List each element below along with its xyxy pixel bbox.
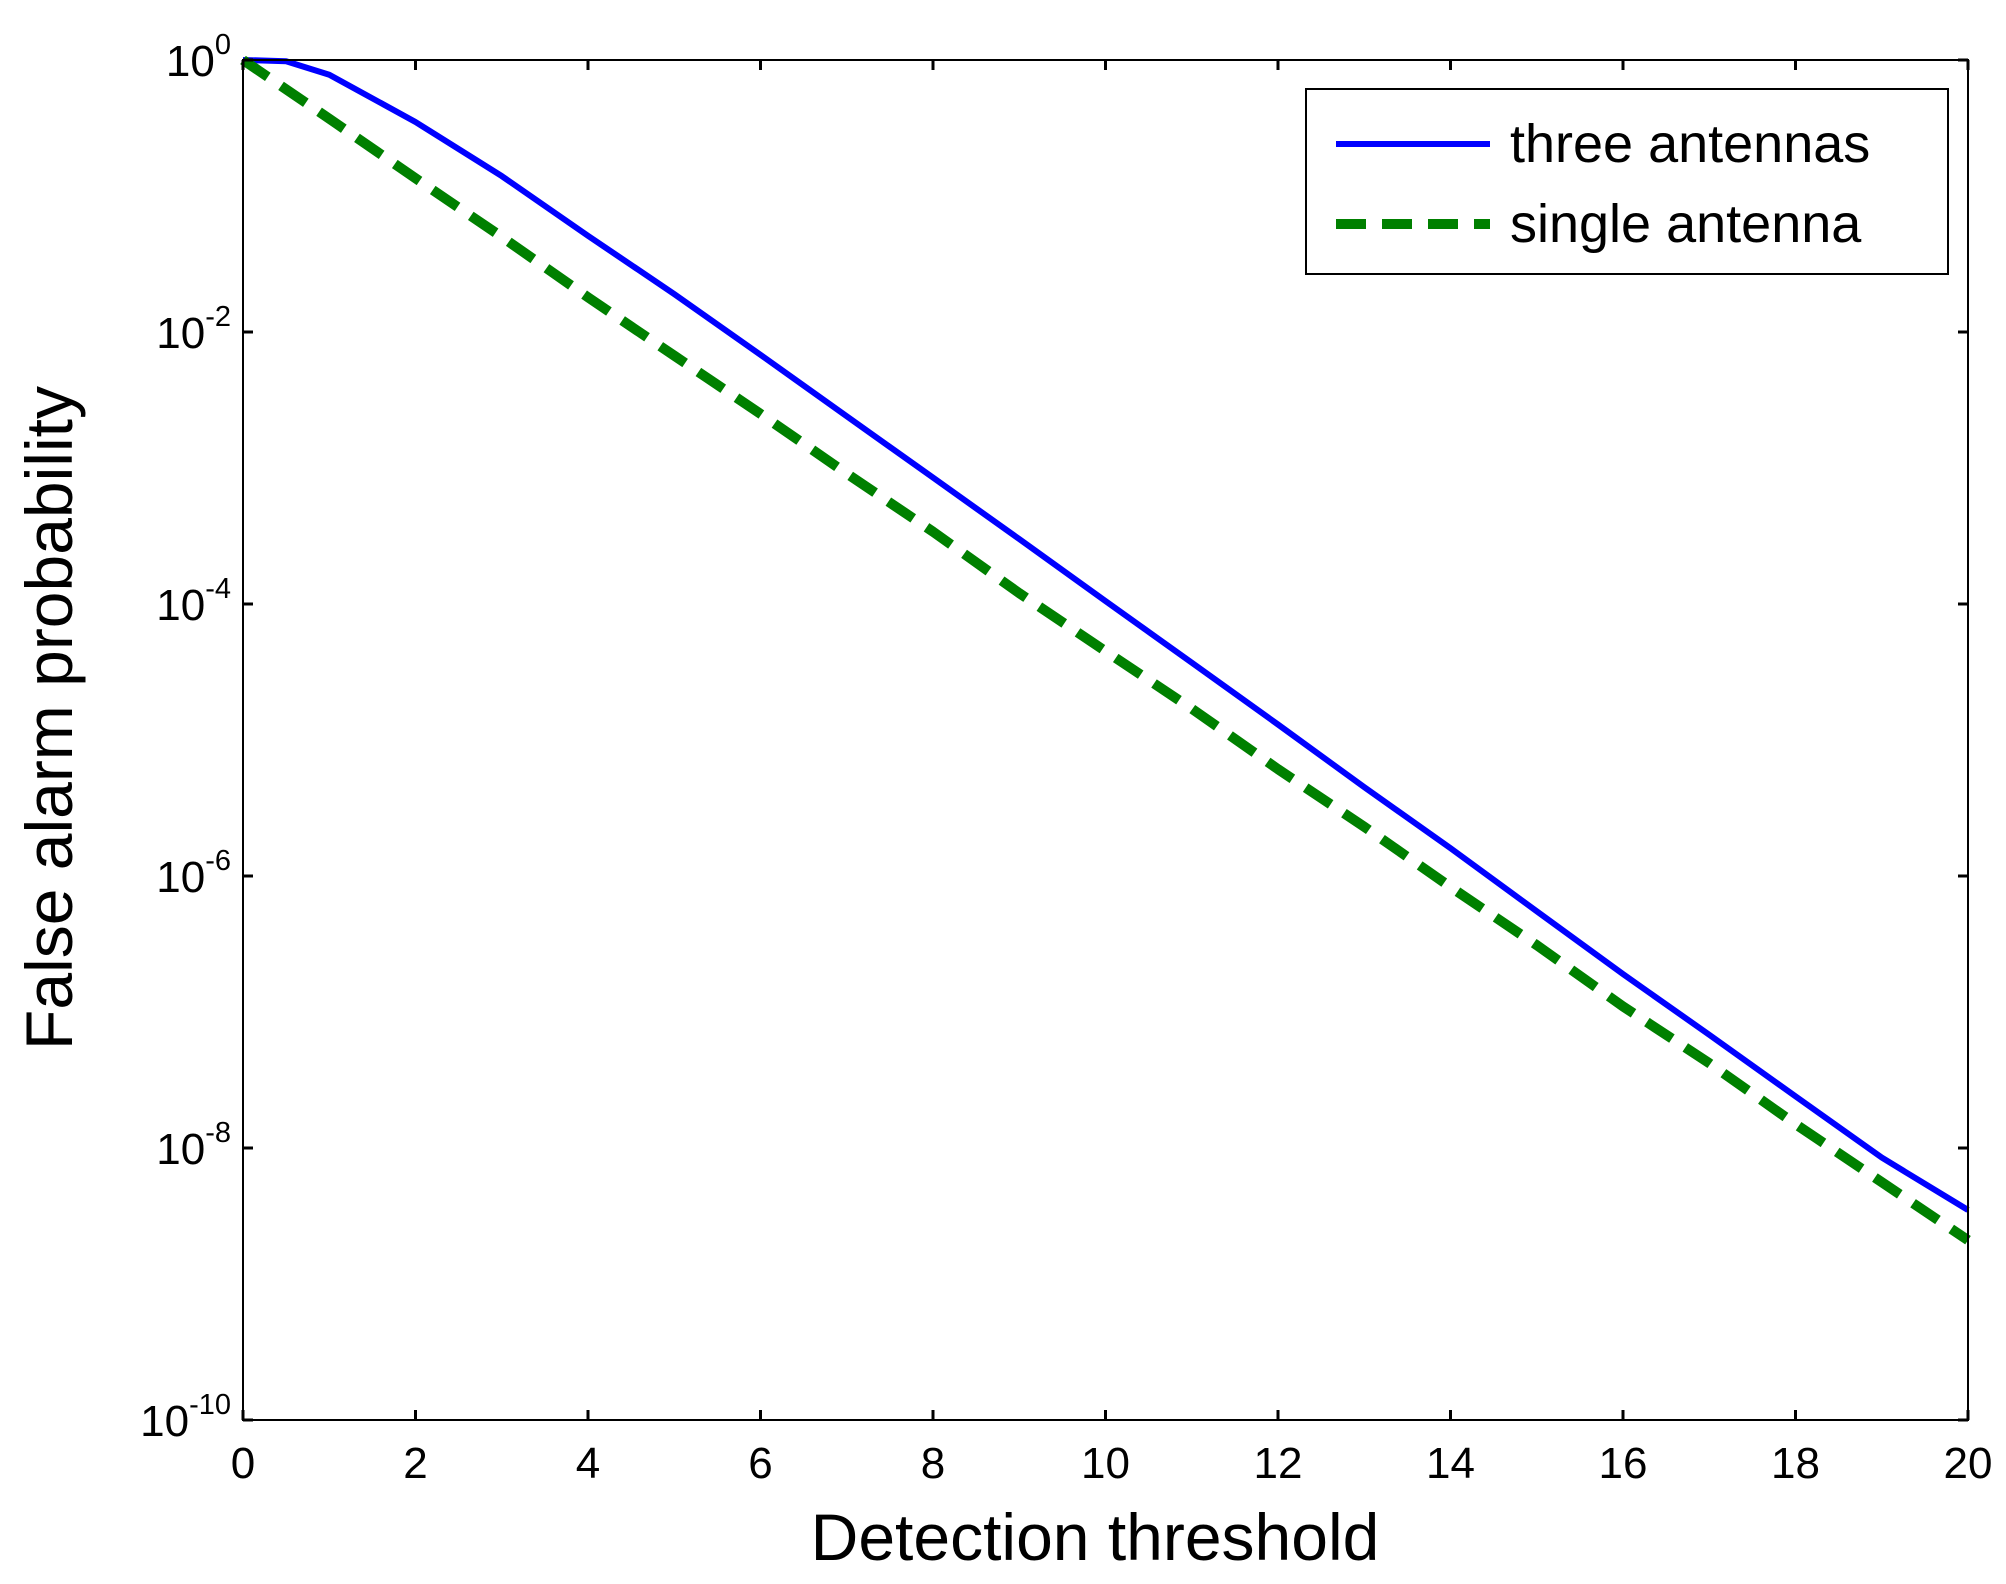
legend-label-three-antennas: three antennas — [1510, 114, 1870, 174]
plot-area — [243, 60, 1968, 1420]
x-tick-label: 16 — [1599, 1439, 1648, 1488]
y-tick-label: 10-10 — [140, 1389, 231, 1446]
x-tick-label: 4 — [576, 1439, 600, 1488]
y-tick-label: 100 — [166, 29, 231, 86]
y-tick-label: 10-8 — [156, 1117, 231, 1174]
x-axis-title: Detection threshold — [811, 1500, 1380, 1574]
ticks-layer: 0 2 4 6 8 10 12 14 16 18 20 100 10-2 10-4 10-6 10-8 10-1… — [140, 29, 1992, 1488]
legend: three antennas single antenna — [1305, 88, 1949, 275]
x-tick-label: 2 — [403, 1439, 427, 1488]
x-tick-label: 8 — [921, 1439, 945, 1488]
x-tick-label: 12 — [1254, 1439, 1303, 1488]
x-tick-label: 6 — [748, 1439, 772, 1488]
y-tick-label: 10-4 — [156, 573, 231, 630]
x-tick-label: 0 — [231, 1439, 255, 1488]
legend-label-single-antenna: single antenna — [1510, 194, 1862, 254]
y-axis-title: False alarm probability — [12, 386, 86, 1050]
series-line-single-antenna — [240, 55, 1971, 1245]
y-tick-label: 10-2 — [156, 301, 231, 358]
series-line-three-antennas — [242, 57, 1970, 1213]
x-tick-label: 18 — [1771, 1439, 1820, 1488]
x-tick-label: 14 — [1426, 1439, 1475, 1488]
plot-background — [243, 60, 1968, 1420]
y-tick-label: 10-6 — [156, 845, 231, 902]
x-tick-label: 20 — [1944, 1439, 1993, 1488]
series-layer — [240, 55, 1971, 1245]
x-tick-label: 10 — [1081, 1439, 1130, 1488]
legend-box — [1305, 88, 1949, 275]
